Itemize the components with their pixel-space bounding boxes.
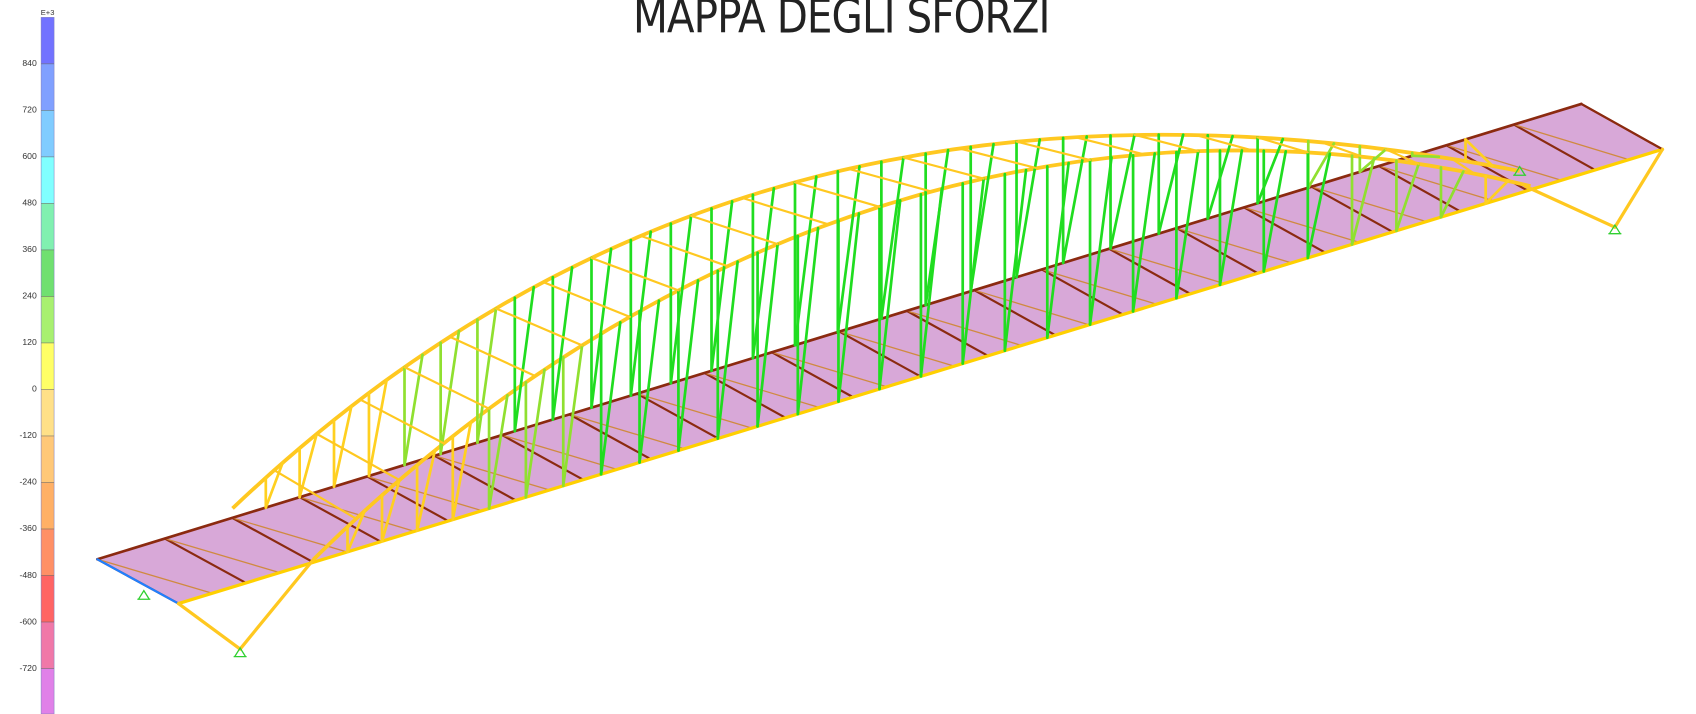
scale-band	[41, 575, 54, 622]
scale-band	[41, 436, 54, 483]
scale-tick-label: -600	[19, 616, 36, 626]
arch-brace	[543, 282, 630, 317]
title: MAPPA DEGLI SFORZI	[633, 0, 1050, 44]
support-leg	[1525, 186, 1615, 227]
hanger	[1412, 156, 1439, 157]
scale-tick-label: -480	[19, 570, 36, 580]
scale-tick-label: 120	[22, 337, 37, 347]
scale-tick-label: 360	[22, 244, 37, 254]
hanger	[1017, 140, 1040, 278]
scale-tick-label: -120	[19, 430, 36, 440]
scale-band	[41, 482, 54, 529]
arch-brace	[1135, 135, 1199, 151]
support-leg	[178, 604, 240, 649]
stress-map-view: MAPPA DEGLI SFORZI E+3 840 720 600 480 360 24…	[0, 0, 1696, 714]
arch-brace	[317, 434, 400, 480]
scale-band	[41, 529, 54, 576]
arch-brace	[849, 169, 932, 192]
arch-brace	[691, 216, 778, 244]
hanger	[477, 308, 496, 442]
scale-band	[41, 157, 54, 204]
hanger	[515, 287, 534, 431]
scale-tick-label: 840	[22, 58, 37, 68]
scale-band	[41, 250, 54, 297]
hanger	[1159, 135, 1183, 234]
arch-brace	[496, 308, 582, 345]
bridge-model	[97, 104, 1662, 657]
scale-band	[41, 64, 54, 111]
scale-band	[41, 17, 54, 64]
scale-tick-label: -360	[19, 523, 36, 533]
scale-band	[41, 389, 54, 436]
scale-tick-label: -720	[19, 663, 36, 673]
scale-tick-label: 240	[22, 291, 37, 301]
scale-band	[41, 669, 54, 714]
support-symbol	[137, 591, 150, 600]
scale-band	[41, 343, 54, 390]
arch-brace	[1017, 142, 1091, 160]
scale-band	[41, 296, 54, 343]
scale-unit: E+3	[41, 8, 55, 17]
scale-tick-label: 720	[22, 105, 37, 115]
scale-tick-label: 600	[22, 151, 37, 161]
hanger	[369, 380, 387, 476]
hanger	[753, 188, 774, 358]
color-scale: E+3 840 720 600 480 360 240 120 0 -120 -240 -360 -4…	[19, 8, 54, 714]
arch-brace	[591, 258, 678, 290]
scale-tick-label: 480	[22, 198, 37, 208]
scale-band	[41, 110, 54, 157]
arch-brace	[360, 400, 444, 444]
arch-brace	[742, 198, 828, 224]
scale-tick-label: 0	[32, 384, 37, 394]
scale-band	[41, 622, 54, 669]
scale-band	[41, 203, 54, 250]
page: {"header": {"title": "MAPPA DEGLI SFORZI…	[0, 0, 1696, 714]
scale-tick-label: -240	[19, 477, 36, 487]
